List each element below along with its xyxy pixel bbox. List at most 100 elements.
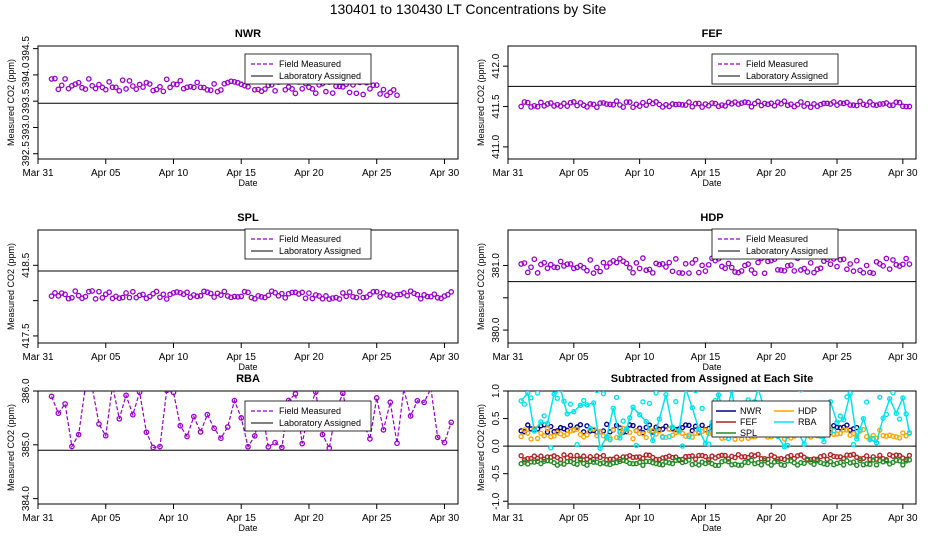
x-tick-label: Apr 10: [625, 168, 655, 179]
field-point: [860, 101, 867, 108]
field-point: [401, 391, 406, 392]
field-point: [373, 395, 380, 401]
field-point: [613, 259, 620, 266]
field-point: [896, 99, 903, 106]
chart-panel-fef: FEF Mar 31 Apr 05 Apr 10 Apr 15 Apr 20 Apr 25 A…: [476, 28, 918, 188]
series-point-rba: [587, 425, 593, 432]
field-point: [160, 291, 167, 298]
x-axis-label: Date: [702, 523, 721, 533]
plot-area: [38, 385, 458, 451]
field-point: [119, 77, 126, 84]
field-point: [272, 439, 278, 446]
field-point: [692, 256, 699, 263]
series-point-hdp: [528, 436, 534, 442]
plot-frame: [37, 45, 459, 160]
field-point: [666, 259, 673, 266]
field-point: [187, 83, 194, 90]
field-point: [886, 266, 893, 272]
field-point: [113, 84, 119, 91]
field-point: [518, 261, 525, 267]
field-point: [847, 261, 854, 267]
series-point-rba: [558, 391, 564, 393]
series-point-rba: [840, 417, 847, 423]
x-tick-label: Apr 05: [559, 168, 589, 179]
x-tick-label: Mar 31: [492, 168, 524, 179]
x-tick-label: Mar 31: [22, 168, 54, 179]
series-point-spl: [643, 458, 649, 465]
chart-panel-nwr: NWR Mar 31 Apr 05 Apr 10 Apr 15 Apr 20 Apr 25 A…: [6, 28, 460, 188]
field-point: [339, 290, 346, 296]
legend-label-rba: RBA: [798, 417, 817, 427]
field-point: [870, 270, 877, 277]
field-point: [204, 86, 211, 93]
series-point-hdp: [627, 429, 633, 436]
field-point: [150, 444, 157, 451]
series-point-rba: [656, 416, 663, 422]
field-point: [590, 101, 597, 108]
field-point: [238, 293, 245, 300]
series-point-rba: [844, 394, 850, 400]
x-tick-label: Apr 30: [430, 352, 460, 363]
field-point: [380, 86, 387, 93]
series-point-hdp: [896, 435, 903, 441]
series-point-rba: [729, 391, 735, 394]
series-point-spl: [900, 462, 906, 468]
y-tick-label: 417.5: [21, 323, 32, 348]
field-point: [90, 385, 94, 389]
field-point: [367, 291, 373, 298]
series-point-spl: [735, 462, 742, 468]
field-point: [218, 87, 224, 93]
field-point: [821, 100, 827, 107]
field-point: [384, 92, 390, 99]
x-tick-label: Apr 30: [430, 513, 460, 524]
series-point-rba: [706, 441, 712, 447]
series-point-fef: [821, 453, 827, 459]
series-point-fef: [689, 453, 695, 459]
series-point-rba: [900, 395, 906, 401]
field-point: [742, 99, 748, 105]
series-point-fef: [834, 454, 840, 460]
field-point: [69, 294, 75, 301]
series-point-spl: [883, 458, 890, 464]
field-point: [534, 270, 541, 276]
field-point: [96, 81, 102, 88]
y-tick-label: 393.0: [21, 115, 32, 140]
x-tick-label: Apr 30: [888, 168, 918, 179]
series-point-rba: [903, 411, 909, 417]
series-point-rba: [831, 428, 837, 434]
series-point-rba: [528, 395, 534, 401]
field-point: [404, 292, 411, 299]
field-point: [157, 443, 163, 450]
field-point: [659, 261, 666, 267]
field-point: [528, 104, 534, 110]
field-point: [679, 270, 686, 277]
x-tick-label: Mar 31: [22, 352, 54, 363]
series-point-spl: [837, 459, 844, 466]
series-point-spl: [574, 461, 580, 467]
legend-box: [711, 400, 831, 438]
x-tick-label: Apr 05: [91, 168, 121, 179]
field-point: [211, 425, 217, 432]
series-point-spl: [630, 461, 636, 467]
field-point: [289, 86, 295, 92]
field-point: [656, 261, 663, 268]
series-point-spl: [564, 458, 570, 465]
field-point: [827, 261, 834, 268]
field-point: [126, 294, 133, 301]
field-point: [814, 266, 821, 273]
series-point-nwr: [689, 427, 695, 434]
field-point: [52, 75, 58, 82]
field-point: [600, 100, 607, 106]
field-point: [844, 266, 850, 273]
series-point-spl: [758, 462, 765, 468]
series-point-rba: [692, 391, 699, 394]
field-point: [774, 266, 781, 273]
series-point-rba: [594, 391, 600, 394]
series-point-fef: [607, 456, 613, 462]
field-point: [863, 262, 870, 269]
field-point: [557, 258, 564, 265]
series-point-hdp: [525, 430, 531, 436]
series-point-hdp: [544, 426, 551, 432]
field-point: [170, 391, 177, 396]
